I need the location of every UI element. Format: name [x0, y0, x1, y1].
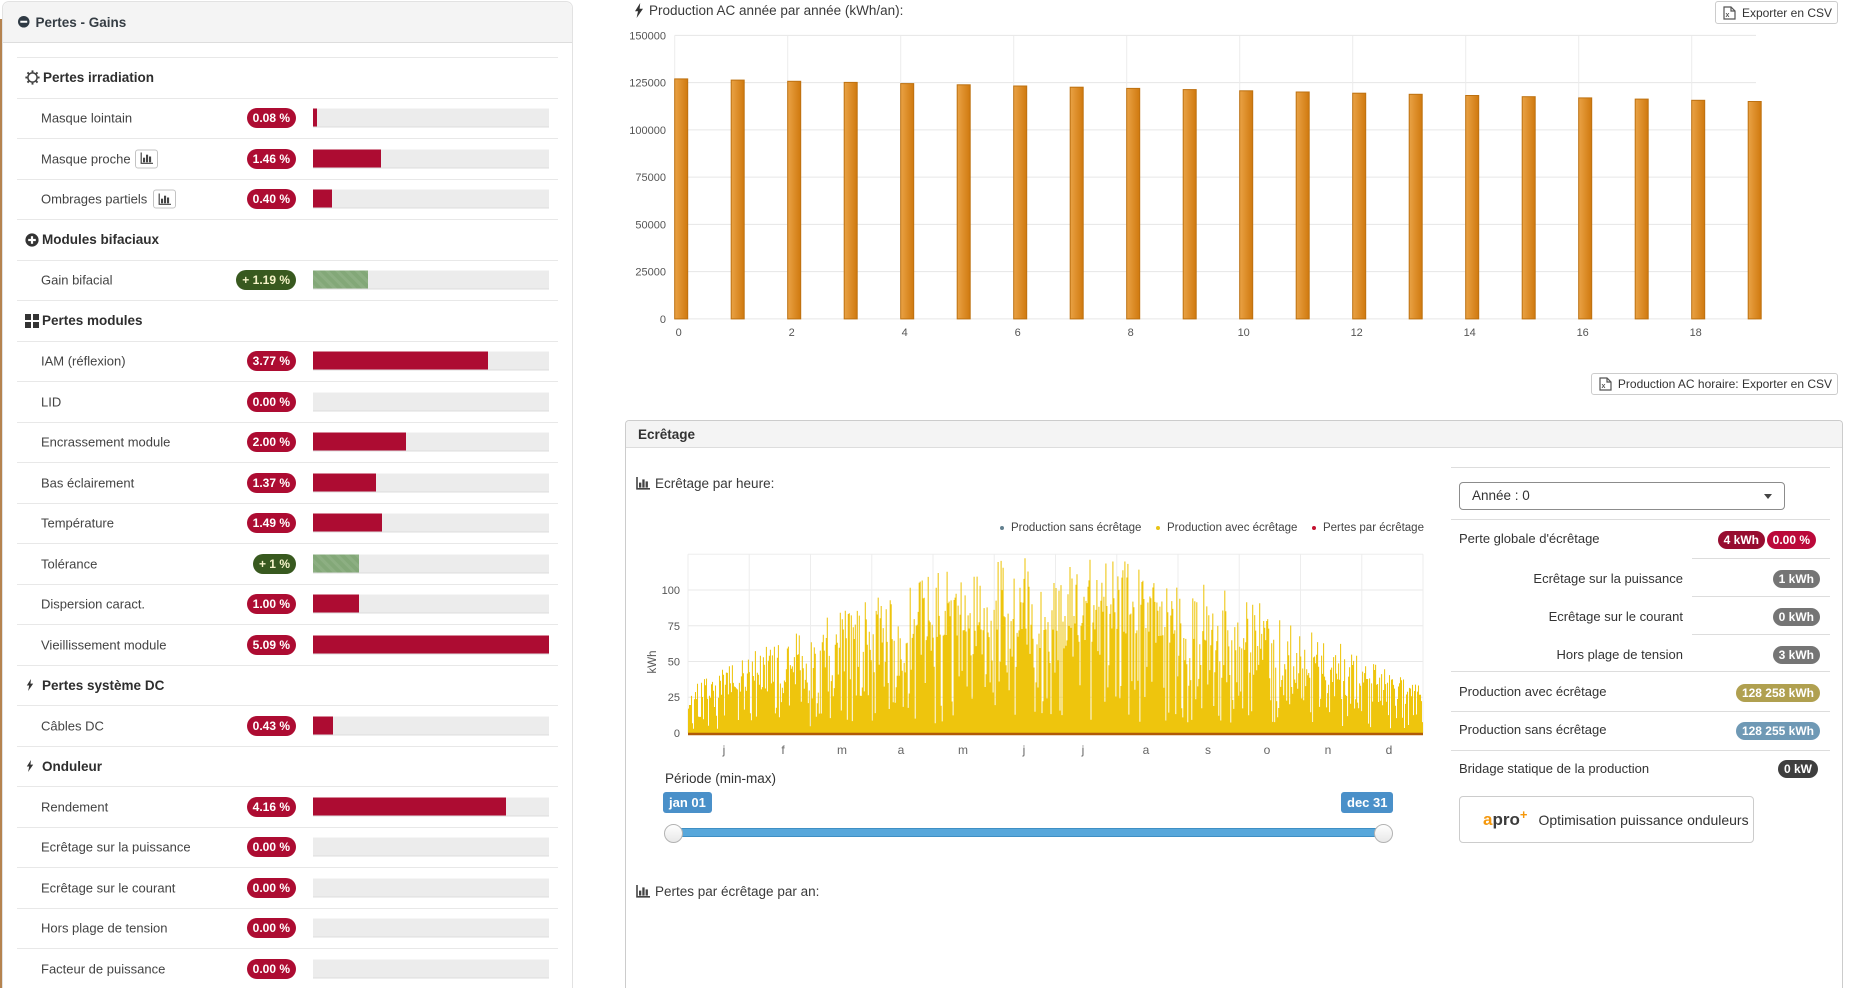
svg-text:100000: 100000	[629, 125, 666, 137]
svg-text:50: 50	[668, 657, 680, 669]
svg-text:50000: 50000	[635, 219, 666, 231]
svg-text:0: 0	[676, 327, 682, 339]
svg-text:2: 2	[789, 327, 795, 339]
svg-text:d: d	[1386, 743, 1393, 757]
svg-text:a: a	[898, 743, 905, 757]
svg-text:s: s	[1205, 743, 1211, 757]
svg-text:14: 14	[1464, 327, 1476, 339]
svg-text:j: j	[1081, 743, 1085, 757]
svg-text:25: 25	[668, 692, 680, 704]
svg-text:f: f	[781, 743, 785, 757]
svg-text:4: 4	[902, 327, 908, 339]
svg-text:n: n	[1325, 743, 1332, 757]
svg-text:j: j	[722, 743, 726, 757]
svg-text:10: 10	[1238, 327, 1250, 339]
svg-text:x: x	[1725, 12, 1729, 19]
svg-text:16: 16	[1577, 327, 1589, 339]
svg-text:0: 0	[660, 314, 666, 326]
svg-text:kWh: kWh	[647, 651, 659, 674]
svg-text:75: 75	[668, 621, 680, 633]
svg-text:6: 6	[1015, 327, 1021, 339]
svg-text:150000: 150000	[629, 30, 666, 42]
svg-text:o: o	[1264, 743, 1271, 757]
svg-text:12: 12	[1351, 327, 1363, 339]
svg-text:100: 100	[662, 585, 680, 597]
svg-text:75000: 75000	[635, 172, 666, 184]
svg-text:8: 8	[1128, 327, 1134, 339]
svg-text:x: x	[1601, 383, 1605, 390]
svg-text:a: a	[1143, 743, 1150, 757]
svg-text:j: j	[1022, 743, 1026, 757]
svg-text:m: m	[837, 743, 847, 757]
svg-text:25000: 25000	[635, 267, 666, 279]
svg-text:18: 18	[1690, 327, 1702, 339]
svg-text:m: m	[958, 743, 968, 757]
svg-text:125000: 125000	[629, 78, 666, 90]
svg-text:0: 0	[674, 728, 680, 740]
